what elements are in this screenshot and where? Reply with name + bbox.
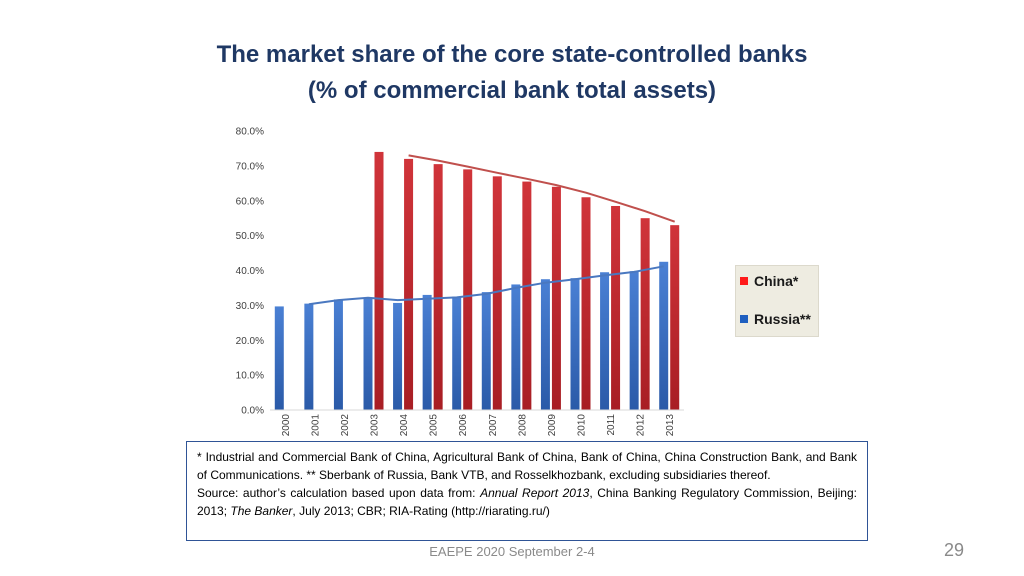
bar-russia-2012: [629, 271, 639, 410]
trendlines-group: [308, 154, 676, 306]
legend-swatch-russia: [740, 315, 748, 323]
y-tick-label: 0.0%: [241, 406, 264, 417]
x-tick-label: 2004: [399, 414, 410, 437]
bar-china-2007: [492, 176, 502, 410]
bar-russia-2013: [659, 261, 669, 410]
x-tick-label: 2012: [636, 414, 647, 437]
bar-china-2003: [374, 151, 384, 411]
legend-item-russia: Russia**: [740, 310, 811, 328]
chart-title-line2: (% of commercial bank total assets): [307, 77, 717, 104]
bar-russia-2006: [452, 296, 462, 410]
bar-russia-2003: [363, 298, 373, 410]
source-end: , July 2013; CBR; RIA-Rating (http://ria…: [292, 504, 550, 518]
trendline-russia: [308, 265, 664, 306]
source-prefix: Source: author’s calculation based upon …: [197, 486, 481, 500]
bar-russia-2004: [393, 302, 403, 410]
bar-russia-2011: [600, 272, 610, 410]
bar-china-2004: [404, 158, 414, 410]
x-tick-label: 2011: [606, 414, 617, 436]
y-axis: 0.0% 10.0% 20.0% 30.0% 40.0% 50.0% 60.0% 70.0% 8…: [236, 127, 264, 417]
bar-china-2010: [581, 197, 591, 410]
footnote-text: * Industrial and Commercial Bank of Chin…: [197, 450, 857, 482]
bar-russia-2010: [570, 278, 580, 410]
x-tick-label: 2001: [310, 414, 321, 437]
bar-china-2012: [640, 218, 650, 410]
bar-china-2011: [611, 205, 621, 410]
footnote-box: * Industrial and Commercial Bank of Chin…: [186, 441, 868, 541]
x-tick-label: 2008: [517, 414, 528, 437]
y-tick-label: 10.0%: [236, 371, 264, 382]
source-mid: , China Banking Regulatory Commission, B…: [197, 486, 857, 518]
bar-china-2013: [670, 225, 680, 410]
y-tick-label: 40.0%: [236, 266, 264, 277]
x-tick-label: 2013: [665, 414, 676, 437]
chart-title-line1: The market share of the core state-contr…: [216, 41, 808, 68]
bar-russia-2007: [481, 292, 491, 410]
trendline-china: [408, 154, 676, 223]
bar-russia-2002: [333, 299, 343, 410]
y-tick-label: 30.0%: [236, 301, 264, 312]
y-tick-label: 20.0%: [236, 336, 264, 347]
y-tick-label: 50.0%: [236, 231, 264, 242]
x-tick-label: 2010: [577, 414, 588, 437]
page-number: 29: [943, 540, 964, 560]
x-tick-label: 2002: [340, 414, 351, 437]
x-axis: 2000 2001 2002 2003 2004 2005 2006 2007 2008 2009…: [270, 409, 684, 437]
bar-china-2005: [433, 164, 443, 410]
chart-legend: China* Russia**: [735, 265, 819, 337]
x-tick-label: 2005: [429, 414, 440, 437]
x-tick-label: 2006: [458, 414, 469, 437]
x-tick-label: 2009: [547, 414, 558, 437]
source-annual-report: Annual Report 2013: [480, 486, 590, 500]
bar-china-2006: [463, 169, 473, 410]
legend-label-china: China*: [754, 273, 799, 289]
legend-label-russia: Russia**: [754, 311, 811, 327]
footer-conference: EAEPE 2020 September 2-4: [429, 544, 595, 559]
x-tick-label: 2003: [370, 414, 381, 437]
bars-group: [274, 151, 680, 411]
x-tick-label: 2007: [488, 414, 499, 437]
y-tick-label: 70.0%: [236, 161, 264, 172]
source-the-banker: The Banker: [230, 504, 293, 518]
source-text: Source: author’s calculation based upon …: [197, 484, 857, 520]
bar-russia-2005: [422, 294, 432, 410]
legend-swatch-china: [740, 277, 748, 285]
bar-china-2008: [522, 181, 532, 410]
bar-russia-2009: [540, 279, 550, 410]
bar-china-2009: [551, 186, 561, 410]
y-tick-label: 80.0%: [236, 127, 264, 138]
legend-item-china: China*: [740, 272, 798, 290]
bar-russia-2008: [511, 284, 521, 410]
y-tick-label: 60.0%: [236, 196, 264, 207]
x-tick-label: 2000: [281, 414, 292, 437]
bar-russia-2000: [274, 306, 284, 410]
bar-russia-2001: [304, 303, 314, 410]
